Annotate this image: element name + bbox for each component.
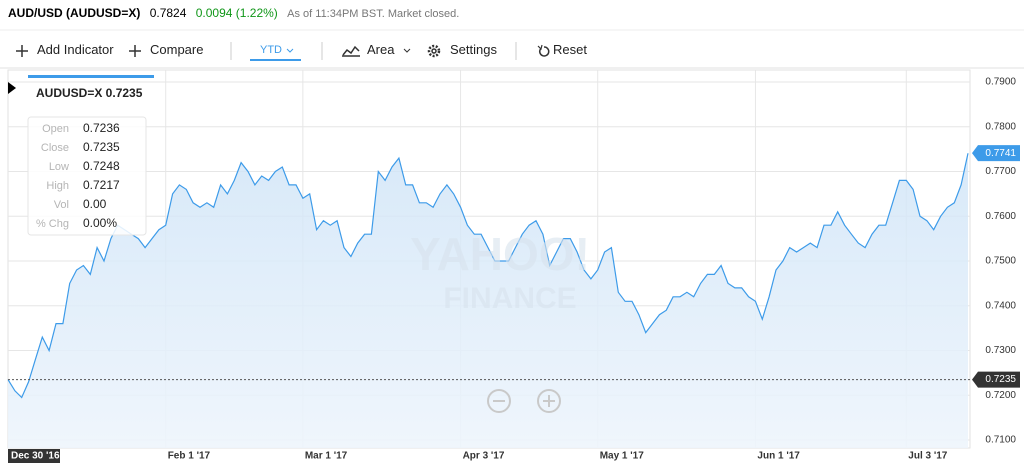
y-tick-label: 0.7300: [985, 345, 1016, 356]
price-flag-label: 0.7235: [985, 374, 1016, 385]
area: [8, 153, 968, 448]
x-cursor-bg: [8, 449, 60, 463]
y-tick-label: 0.7400: [985, 300, 1016, 311]
tooltip-value: 0.7248: [83, 159, 120, 173]
x-tick-label: May 1 '17: [600, 451, 645, 462]
tooltip-title: AUDUSD=X 0.7235: [36, 86, 143, 100]
zoom-out[interactable]: [487, 389, 511, 413]
price: 0.7824: [149, 6, 187, 20]
price-flag: [972, 371, 1020, 388]
tooltip-key: % Chg: [36, 218, 69, 230]
reset[interactable]: Reset: [553, 42, 587, 57]
y-tick-label: 0.7600: [985, 211, 1016, 222]
tooltip-value: 0.7236: [83, 121, 120, 135]
change: 0.0094 (1.22%): [195, 6, 278, 20]
y-tick-label: 0.7200: [985, 390, 1016, 401]
panel-arrow[interactable]: [8, 82, 16, 94]
y-tick-label: 0.7900: [985, 77, 1016, 88]
tooltip-key: Open: [42, 123, 69, 135]
tooltip-value: 0.00%: [83, 216, 117, 230]
y-tick-label: 0.7500: [985, 256, 1016, 267]
range-ytd[interactable]: YTD: [260, 44, 282, 56]
chart-type[interactable]: Area: [367, 42, 395, 57]
tooltip-bar: [28, 75, 154, 78]
zoom-in[interactable]: [537, 389, 561, 413]
watermark: FINANCE: [443, 282, 576, 315]
tooltip-key: Vol: [54, 199, 69, 211]
price-flag-label: 0.7741: [985, 148, 1016, 159]
y-tick-label: 0.7100: [985, 435, 1016, 446]
y-tick-label: 0.7700: [985, 166, 1016, 177]
settings[interactable]: Settings: [450, 42, 497, 57]
compare[interactable]: Compare: [150, 42, 204, 57]
price-flag: [972, 145, 1020, 162]
tooltip-value: 0.7217: [83, 178, 120, 192]
tooltip-box: [27, 116, 147, 236]
add-indicator[interactable]: Add Indicator: [37, 42, 114, 57]
x-tick-label: Mar 1 '17: [305, 451, 348, 462]
tooltip-key: Low: [49, 161, 69, 173]
watermark: YAHOO!: [410, 228, 590, 280]
x-tick-label: Dec 30 '16: [11, 451, 60, 462]
x-tick-label: Jun 1 '17: [757, 451, 800, 462]
x-tick-label: Feb 1 '17: [168, 451, 211, 462]
x-tick-label: Jul 3 '17: [908, 451, 948, 462]
y-tick-label: 0.7800: [985, 121, 1016, 132]
tooltip-value: 0.00: [83, 197, 107, 211]
line: [7, 153, 969, 399]
x-tick-label: Apr 3 '17: [463, 451, 505, 462]
tooltip-key: High: [46, 180, 69, 192]
toolbar-icons: [16, 44, 550, 58]
tooltip-key: Close: [41, 142, 69, 154]
tooltip-value: 0.7235: [83, 140, 120, 154]
range-underline: [250, 59, 301, 61]
market-status: As of 11:34PM BST. Market closed.: [287, 8, 460, 20]
toolbar-separators: [230, 42, 517, 60]
quote-header: AUD/USD (AUDUSD=X) 0.7824 0.0094 (1.22%)…: [8, 6, 465, 20]
symbol-title: AUD/USD (AUDUSD=X): [8, 6, 141, 20]
